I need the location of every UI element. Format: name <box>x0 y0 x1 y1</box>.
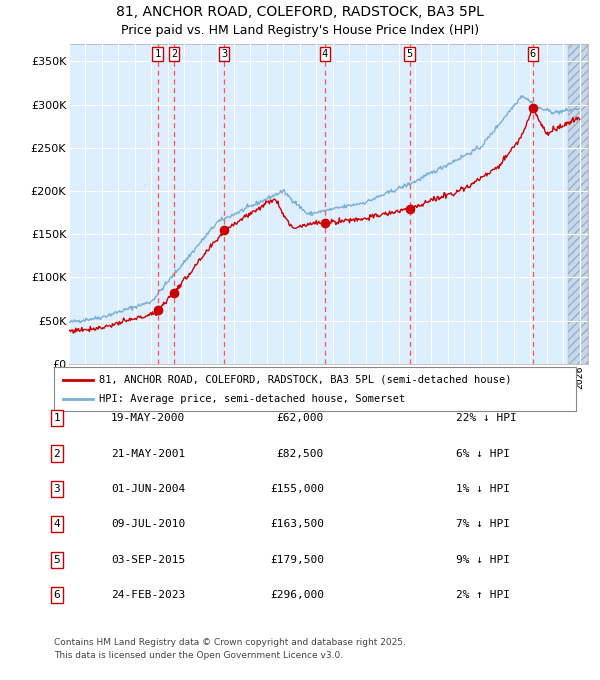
Text: 81, ANCHOR ROAD, COLEFORD, RADSTOCK, BA3 5PL (semi-detached house): 81, ANCHOR ROAD, COLEFORD, RADSTOCK, BA3… <box>99 375 511 385</box>
Text: £163,500: £163,500 <box>270 520 324 529</box>
Text: 4: 4 <box>53 520 61 529</box>
Text: 6% ↓ HPI: 6% ↓ HPI <box>456 449 510 458</box>
Text: 19-MAY-2000: 19-MAY-2000 <box>111 413 185 423</box>
Text: £62,000: £62,000 <box>277 413 324 423</box>
Text: 6: 6 <box>53 590 61 600</box>
Text: 4: 4 <box>322 49 328 59</box>
Text: £155,000: £155,000 <box>270 484 324 494</box>
Text: 21-MAY-2001: 21-MAY-2001 <box>111 449 185 458</box>
Text: Contains HM Land Registry data © Crown copyright and database right 2025.: Contains HM Land Registry data © Crown c… <box>54 639 406 647</box>
Text: 2: 2 <box>171 49 177 59</box>
Text: HPI: Average price, semi-detached house, Somerset: HPI: Average price, semi-detached house,… <box>99 394 405 404</box>
Text: 22% ↓ HPI: 22% ↓ HPI <box>456 413 517 423</box>
Text: 9% ↓ HPI: 9% ↓ HPI <box>456 555 510 564</box>
Text: £179,500: £179,500 <box>270 555 324 564</box>
Text: 09-JUL-2010: 09-JUL-2010 <box>111 520 185 529</box>
Text: 6: 6 <box>530 49 536 59</box>
Text: 2% ↑ HPI: 2% ↑ HPI <box>456 590 510 600</box>
Text: 24-FEB-2023: 24-FEB-2023 <box>111 590 185 600</box>
Text: 81, ANCHOR ROAD, COLEFORD, RADSTOCK, BA3 5PL: 81, ANCHOR ROAD, COLEFORD, RADSTOCK, BA3… <box>116 5 484 20</box>
Text: 5: 5 <box>53 555 61 564</box>
Text: 1: 1 <box>53 413 61 423</box>
Text: This data is licensed under the Open Government Licence v3.0.: This data is licensed under the Open Gov… <box>54 651 343 660</box>
Text: £296,000: £296,000 <box>270 590 324 600</box>
Text: £82,500: £82,500 <box>277 449 324 458</box>
Text: 5: 5 <box>406 49 413 59</box>
Bar <box>568 44 588 364</box>
Text: 3: 3 <box>221 49 227 59</box>
Text: 1% ↓ HPI: 1% ↓ HPI <box>456 484 510 494</box>
Text: 01-JUN-2004: 01-JUN-2004 <box>111 484 185 494</box>
Text: 7% ↓ HPI: 7% ↓ HPI <box>456 520 510 529</box>
Text: 3: 3 <box>53 484 61 494</box>
Bar <box>568 44 588 364</box>
Text: 2: 2 <box>53 449 61 458</box>
Text: Price paid vs. HM Land Registry's House Price Index (HPI): Price paid vs. HM Land Registry's House … <box>121 24 479 37</box>
Text: 1: 1 <box>155 49 161 59</box>
Text: 03-SEP-2015: 03-SEP-2015 <box>111 555 185 564</box>
